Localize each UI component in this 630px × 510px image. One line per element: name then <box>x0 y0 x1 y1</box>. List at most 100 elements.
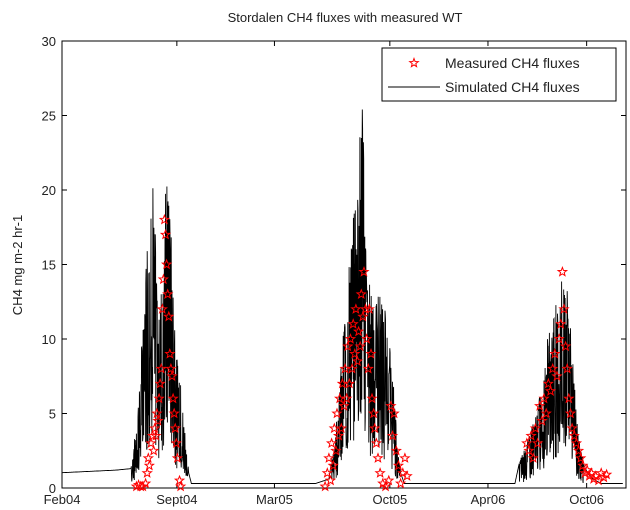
measured-point <box>164 348 176 359</box>
measured-point <box>162 288 174 300</box>
measured-point <box>154 377 166 389</box>
measured-point <box>354 340 366 352</box>
measured-point <box>374 467 386 478</box>
measured-point <box>327 459 339 471</box>
measured-point <box>556 265 569 277</box>
measured-point <box>577 459 589 471</box>
measured-point <box>330 444 342 456</box>
x-tick-label: Oct05 <box>372 492 407 507</box>
measured-point <box>588 473 600 484</box>
measured-point <box>361 333 373 344</box>
measured-point <box>572 444 585 456</box>
measured-point <box>149 422 161 434</box>
measured-point <box>358 266 370 277</box>
x-tick-label: Oct06 <box>569 492 604 507</box>
measured-point <box>165 362 177 374</box>
y-tick-label: 25 <box>42 109 56 124</box>
measured-point <box>544 385 557 396</box>
legend-measured-marker <box>408 57 420 68</box>
measured-point <box>349 347 361 359</box>
y-tick-label: 15 <box>42 258 56 273</box>
measured-point <box>558 303 570 314</box>
measured-point <box>338 400 350 411</box>
measured-point <box>362 362 374 374</box>
measured-point <box>390 444 402 456</box>
measured-point <box>595 467 607 478</box>
measured-point <box>394 477 407 489</box>
measured-point <box>564 407 577 419</box>
measured-point <box>344 333 357 344</box>
measured-point <box>570 437 583 449</box>
measured-point <box>152 414 164 426</box>
measured-point <box>341 392 353 404</box>
measured-point <box>142 452 154 463</box>
measured-point <box>372 452 384 463</box>
measured-point <box>525 429 537 441</box>
measured-point <box>366 392 378 404</box>
measured-point <box>553 333 565 344</box>
x-tick-label: Apr06 <box>471 492 506 507</box>
measured-point <box>352 325 365 337</box>
measured-point <box>335 422 347 434</box>
y-tick-label: 30 <box>42 34 56 49</box>
measured-point <box>521 437 533 449</box>
measured-point <box>167 392 179 404</box>
measured-point <box>534 400 546 411</box>
measured-point <box>153 392 165 404</box>
x-tick-label: Feb04 <box>44 492 81 507</box>
measured-point <box>321 467 333 478</box>
measured-point <box>158 213 171 225</box>
measured-point <box>173 474 186 486</box>
measured-point <box>151 407 163 419</box>
y-tick-label: 5 <box>49 407 56 422</box>
measured-point <box>379 480 392 492</box>
measured-point <box>343 377 356 389</box>
measured-point <box>536 414 548 426</box>
legend-simulated-label: Simulated CH4 fluxes <box>445 79 580 95</box>
measured-point <box>145 437 157 449</box>
measured-point <box>139 477 152 489</box>
measured-point <box>157 273 169 285</box>
y-tick-label: 10 <box>42 332 56 347</box>
measured-point <box>383 474 395 486</box>
measured-point <box>357 310 369 322</box>
measured-point <box>363 303 375 314</box>
measured-point <box>159 228 172 240</box>
measured-point <box>150 429 162 441</box>
measured-point <box>323 452 335 463</box>
measured-point <box>171 452 184 463</box>
measured-point <box>598 471 610 483</box>
measured-point <box>331 407 343 419</box>
measured-point <box>350 303 362 314</box>
measured-point <box>351 355 364 367</box>
measured-point <box>137 480 149 492</box>
y-tick-label: 20 <box>42 183 56 198</box>
measured-point <box>355 288 367 300</box>
measured-point <box>370 437 382 449</box>
measured-point <box>319 480 331 492</box>
legend-box <box>381 47 617 102</box>
measured-point <box>401 470 413 481</box>
measured-point <box>347 318 359 329</box>
measured-point <box>385 400 397 411</box>
measured-point <box>559 340 572 352</box>
measured-point <box>141 467 153 478</box>
x-axis-ticks: Feb04 Sept04 Mar05 Oct05 Apr06 Oct06 <box>44 41 604 507</box>
measured-point <box>369 422 381 434</box>
measured-point <box>538 392 550 404</box>
measured-point <box>529 422 542 434</box>
x-tick-label: Mar05 <box>256 492 293 507</box>
measured-point <box>523 444 535 456</box>
x-tick-label: Sept04 <box>156 492 197 507</box>
legend: Measured CH4 fluxes Simulated CH4 fluxes <box>381 47 617 102</box>
legend-measured-label: Measured CH4 fluxes <box>445 55 580 71</box>
measured-point <box>169 422 181 434</box>
measured-point <box>324 474 337 486</box>
y-axis-label: CH4 mg m-2 hr-1 <box>10 215 25 315</box>
measured-point <box>399 452 411 463</box>
legend-star-icon <box>408 57 420 68</box>
measured-point <box>325 437 338 449</box>
measured-point <box>160 258 173 270</box>
measured-point <box>600 468 613 480</box>
measured-point <box>549 347 561 359</box>
